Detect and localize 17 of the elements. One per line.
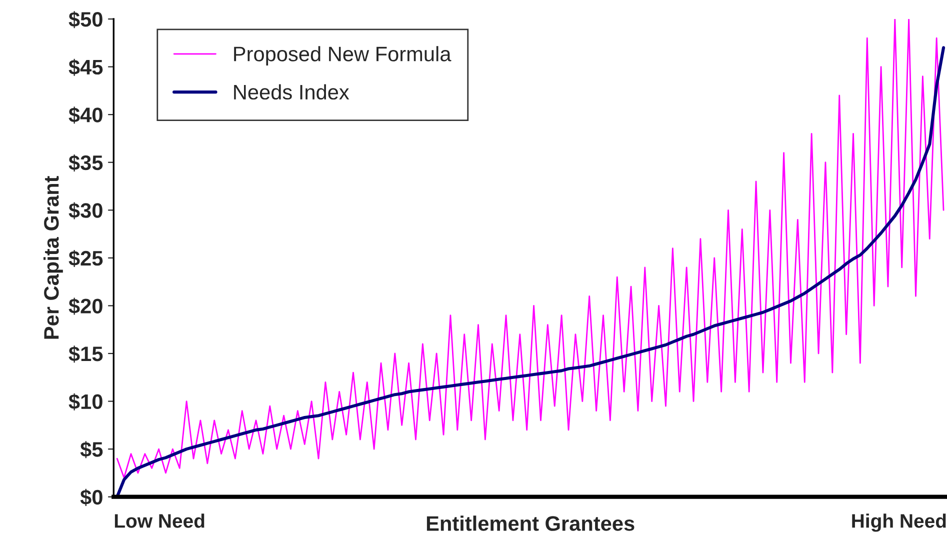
y-axis-title: Per Capita Grant	[43, 176, 63, 339]
y-tick-label: $40	[68, 106, 102, 124]
y-tick-label: $35	[68, 154, 103, 172]
y-tick-label: $15	[68, 346, 103, 363]
y-tick-label: $20	[68, 298, 102, 315]
y-tick-label: $45	[68, 58, 103, 76]
legend-label: Needs Index	[234, 84, 350, 100]
text: Low Need	[114, 514, 204, 528]
legend-label: Proposed New Formula	[234, 46, 452, 66]
y-tick-label: $5	[80, 441, 103, 458]
text: High Need	[852, 514, 946, 532]
y-tick-label: $25	[68, 250, 103, 268]
y-tick-label: $30	[68, 202, 102, 220]
y-tick-label: $0	[80, 488, 102, 506]
y-tick-label: $10	[68, 393, 102, 410]
y-tick-label: $50	[68, 11, 102, 28]
x-axis-title: Entitlement Grantees	[426, 516, 634, 531]
